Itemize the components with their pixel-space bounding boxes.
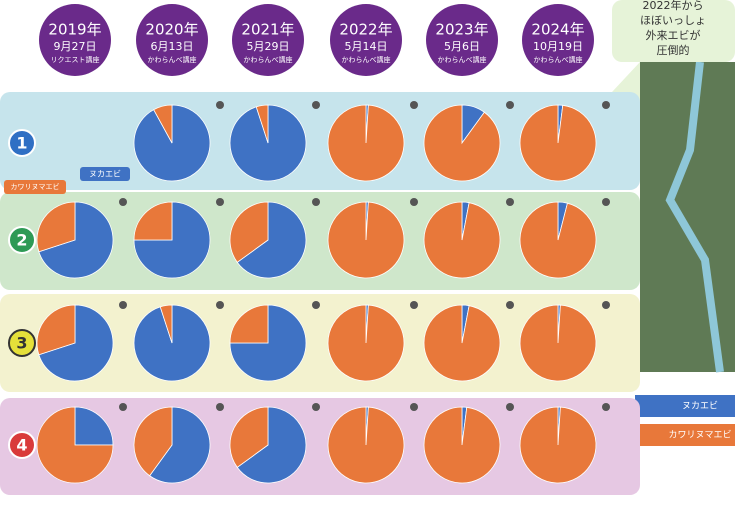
site-dot xyxy=(312,403,320,411)
header-year: 2023年 xyxy=(435,21,488,39)
header-event: かわらんべ講座 xyxy=(244,55,293,64)
pie-slice xyxy=(328,305,404,381)
row-label: 3 xyxy=(16,334,27,353)
tag-label: ヌカエビ xyxy=(89,170,121,179)
row-label: 1 xyxy=(16,134,27,153)
header-event: かわらんべ講座 xyxy=(534,55,583,64)
row-label: 4 xyxy=(16,436,27,455)
callout-text: ほぼいっしょ xyxy=(640,14,706,27)
header-year: 2022年 xyxy=(339,21,392,39)
header-date: 6月13日 xyxy=(151,40,194,53)
map xyxy=(640,62,735,372)
site-dot xyxy=(119,198,127,206)
header-event: かわらんべ講座 xyxy=(342,55,391,64)
site-dot xyxy=(506,101,514,109)
header-event: リクエスト講座 xyxy=(51,55,100,64)
callout-text: 外来エビが xyxy=(646,28,701,42)
pie-slice xyxy=(520,305,596,381)
site-dot xyxy=(410,403,418,411)
pie-slice xyxy=(328,105,404,181)
site-dot xyxy=(312,198,320,206)
header-date: 9月27日 xyxy=(54,40,97,53)
row-label: 2 xyxy=(16,231,27,250)
pie-slice xyxy=(424,105,500,181)
legend-label: カワリヌマエビ xyxy=(668,430,731,441)
header-event: かわらんべ講座 xyxy=(438,55,487,64)
site-dot xyxy=(506,198,514,206)
site-dot xyxy=(216,198,224,206)
header-year: 2020年 xyxy=(145,21,198,39)
site-dot xyxy=(410,198,418,206)
site-dot xyxy=(312,301,320,309)
pie-slice xyxy=(520,407,596,483)
pie-slice xyxy=(424,202,500,278)
site-dot xyxy=(602,301,610,309)
site-dot xyxy=(119,403,127,411)
site-dot xyxy=(602,198,610,206)
pie-slice xyxy=(328,407,404,483)
callout-text: 2022年から xyxy=(643,0,704,12)
site-dot xyxy=(506,403,514,411)
header-date: 10月19日 xyxy=(533,40,583,53)
site-dot xyxy=(119,301,127,309)
callout-text: 圧倒的 xyxy=(657,43,690,57)
pie-slice xyxy=(424,407,500,483)
header-year: 2024年 xyxy=(531,21,584,39)
header-year: 2019年 xyxy=(48,21,101,39)
site-dot xyxy=(602,101,610,109)
header-date: 5月14日 xyxy=(345,40,388,53)
legend-label: ヌカエビ xyxy=(682,401,718,412)
site-dot xyxy=(410,301,418,309)
tag-label: カワリヌマエビ xyxy=(11,182,60,191)
pie-slice xyxy=(520,105,596,181)
pie-slice xyxy=(520,202,596,278)
site-dot xyxy=(602,403,610,411)
header-date: 5月6日 xyxy=(444,40,480,53)
site-dot xyxy=(216,101,224,109)
chart: 2022年からほぼいっしょ外来エビが圧倒的 2019年9月27日リクエスト講座 20… xyxy=(0,0,735,506)
site-dot xyxy=(312,101,320,109)
header-event: かわらんべ講座 xyxy=(148,55,197,64)
pie-slice xyxy=(328,202,404,278)
site-dot xyxy=(506,301,514,309)
header-date: 5月29日 xyxy=(247,40,290,53)
header-year: 2021年 xyxy=(241,21,294,39)
site-dot xyxy=(410,101,418,109)
site-dot xyxy=(216,403,224,411)
site-dot xyxy=(216,301,224,309)
pie-slice xyxy=(424,305,500,381)
